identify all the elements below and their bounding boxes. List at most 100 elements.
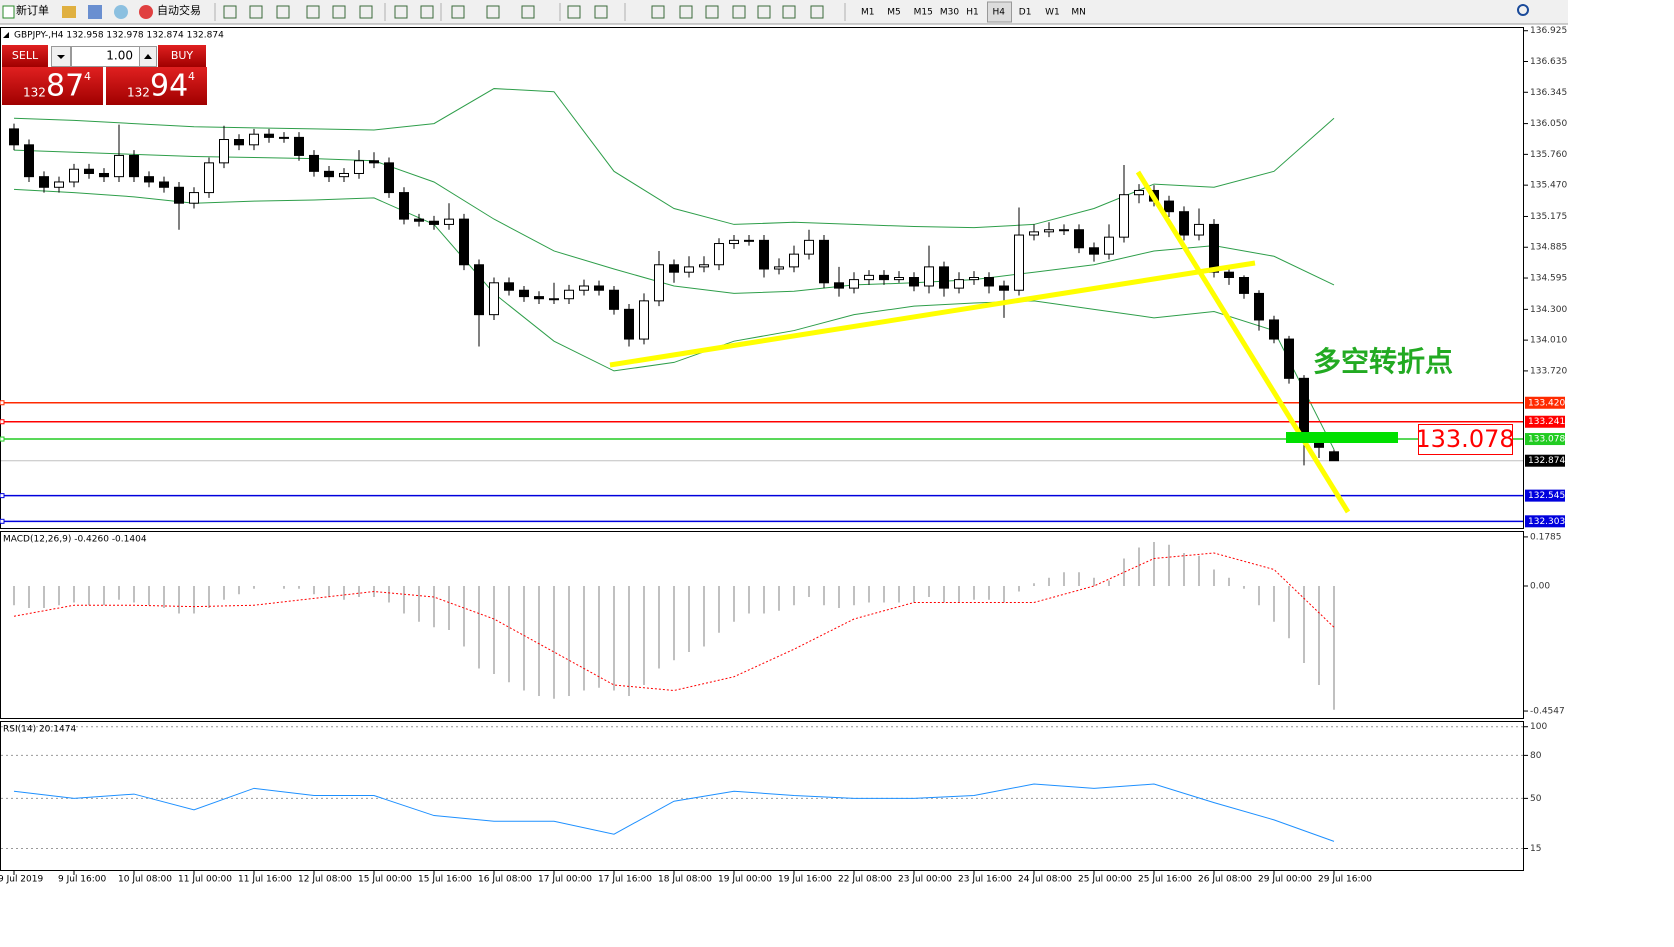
x-tick-label: 29 Jul 00:00 <box>1258 875 1312 885</box>
level-tag-label: 133.241 <box>1528 417 1565 427</box>
toolbar-icon[interactable] <box>451 5 465 19</box>
candle-body <box>429 220 439 225</box>
toolbar-icon[interactable] <box>705 5 719 19</box>
timeframe-button[interactable]: M1 <box>861 8 875 18</box>
main-panel <box>0 27 1524 529</box>
toolbar-icon[interactable] <box>332 5 346 19</box>
auto-trading-button[interactable]: 自动交易 <box>139 3 201 19</box>
level-handle <box>0 493 5 499</box>
candle-body <box>849 279 859 289</box>
x-tick-label: 15 Jul 16:00 <box>418 875 472 885</box>
y-tick-label: 136.050 <box>1530 119 1567 129</box>
header-arrow <box>3 32 9 38</box>
candle-body <box>114 154 124 178</box>
toolbar-icon[interactable] <box>359 5 373 19</box>
dropdown-arrow <box>57 55 65 59</box>
candle-body <box>954 279 964 289</box>
toolbar-icon[interactable] <box>810 5 824 19</box>
toolbar-icon[interactable] <box>420 5 434 19</box>
candle-body <box>534 296 544 300</box>
candle-body <box>999 285 1009 291</box>
rsi-panel <box>0 721 1524 871</box>
candle-body <box>1089 247 1099 255</box>
toolbar-icon[interactable] <box>782 5 796 19</box>
candle-body <box>774 266 784 270</box>
candle-body <box>279 136 289 139</box>
toolbar-icon[interactable] <box>521 5 535 19</box>
level-tag-label: 133.420 <box>1528 398 1565 408</box>
toolbar-icon[interactable] <box>223 5 237 19</box>
candle-body <box>354 160 364 174</box>
x-tick-label: 29 Jul 16:00 <box>1318 875 1372 885</box>
lots-value: 1.00 <box>106 49 133 63</box>
toolbar-icon[interactable] <box>394 5 408 19</box>
timeframe-button[interactable]: M5 <box>887 8 901 18</box>
sell-price-box[interactable] <box>2 67 103 105</box>
toolbar-icon[interactable] <box>732 5 746 19</box>
timeframe-button[interactable]: MN <box>1071 8 1086 18</box>
candle-body <box>459 218 469 266</box>
price-box <box>1418 424 1513 455</box>
toolbar-icon[interactable] <box>679 5 693 19</box>
y-tick-label: 0.1785 <box>1530 532 1562 542</box>
candle-body <box>1059 229 1069 232</box>
buy-label: BUY <box>171 49 194 62</box>
toolbar-icon[interactable] <box>757 5 771 19</box>
candle-body <box>399 192 409 220</box>
timeframe-button[interactable]: H1 <box>966 8 979 18</box>
x-tick-label: 17 Jul 16:00 <box>598 875 652 885</box>
timeframe-button[interactable]: M15 <box>914 8 933 18</box>
toolbar-icon[interactable] <box>306 5 320 19</box>
timeframe-button[interactable]: M30 <box>940 8 959 18</box>
candle-body <box>99 172 109 178</box>
bid-tag <box>1525 454 1565 467</box>
toolbar <box>0 0 1568 24</box>
toolbar-icon[interactable] <box>567 5 581 19</box>
sell-price-main: 87 <box>46 69 84 104</box>
x-tick-label: 19 Jul 16:00 <box>778 875 832 885</box>
candle-body <box>894 277 904 281</box>
toolbar-icon[interactable] <box>276 5 290 19</box>
timeframe-button[interactable]: H4 <box>993 8 1006 18</box>
button-label: 新订单 <box>16 3 49 17</box>
candle-body <box>444 218 454 225</box>
candle-body <box>909 277 919 287</box>
icon <box>139 5 153 19</box>
candle-body <box>714 243 724 266</box>
x-tick-label: 22 Jul 08:00 <box>838 875 892 885</box>
icon[interactable] <box>114 5 128 19</box>
toolbar-icons <box>214 3 846 21</box>
x-tick-label: 16 Jul 08:00 <box>478 875 532 885</box>
candle-body <box>939 266 949 289</box>
candle-body <box>384 162 394 194</box>
toolbar-icon[interactable] <box>249 5 263 19</box>
toolbar-icon[interactable] <box>594 5 608 19</box>
toolbar-icon[interactable] <box>486 5 500 19</box>
candle-body <box>294 136 304 156</box>
icon[interactable] <box>88 5 102 19</box>
active-timeframe <box>987 1 1012 23</box>
buy-price-box[interactable] <box>106 67 207 105</box>
candle-body <box>654 264 664 302</box>
toolbar-icon[interactable] <box>651 5 665 19</box>
candle-body <box>9 128 19 146</box>
candle-body <box>144 176 154 183</box>
new-order-button[interactable]: 新订单 <box>2 3 49 19</box>
icon[interactable] <box>62 6 76 18</box>
candle-body <box>69 168 79 183</box>
candle-body <box>339 172 349 178</box>
candle-body <box>219 139 229 164</box>
level-handle <box>0 400 5 406</box>
search-icon[interactable] <box>1517 4 1529 16</box>
candle-body <box>1209 223 1219 273</box>
candle-body <box>579 285 589 291</box>
buy-button[interactable] <box>158 45 206 67</box>
candle-body <box>669 264 679 273</box>
level-tag-label: 133.078 <box>1528 435 1565 445</box>
timeframe-button[interactable]: D1 <box>1019 8 1032 18</box>
candle-body <box>129 154 139 178</box>
candle-body <box>264 133 274 138</box>
sell-button[interactable] <box>2 45 48 67</box>
timeframe-button[interactable]: W1 <box>1045 8 1060 18</box>
candle-body <box>1134 189 1144 196</box>
